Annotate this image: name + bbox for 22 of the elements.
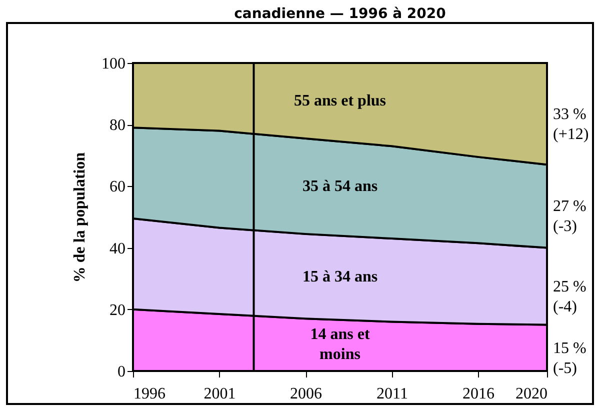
- text: 25 % (-4): [553, 278, 586, 316]
- y-tick-label: 0: [118, 364, 126, 380]
- series-label: 15 à 34 ans: [302, 268, 378, 286]
- series-label: 14 ans et moins: [310, 326, 370, 364]
- x-tick-label: 2011: [376, 386, 408, 402]
- chart-title: canadienne — 1996 à 2020: [234, 6, 446, 22]
- x-tick-label: 1996: [134, 386, 166, 402]
- y-tick-label: 100: [102, 56, 126, 72]
- text: 33 % (+12): [553, 106, 589, 143]
- x-tick-label: 2016: [462, 386, 494, 402]
- y-tick-label: 60: [110, 178, 126, 196]
- y-tick-label: 40: [110, 240, 126, 258]
- x-tick-label: 2020: [516, 386, 548, 402]
- y-tick-label: 20: [110, 302, 126, 319]
- series-label: 35 à 54 ans: [302, 178, 378, 196]
- y-axis-title: % de la population: [72, 152, 88, 283]
- x-tick-label: 2001: [204, 386, 236, 402]
- series-label: 55 ans et plus: [294, 92, 386, 110]
- text: 15 % (-5): [553, 340, 586, 377]
- x-tick-label: 2006: [290, 386, 322, 402]
- y-tick-label: 80: [110, 117, 126, 134]
- text: 27 % (-3): [553, 198, 586, 236]
